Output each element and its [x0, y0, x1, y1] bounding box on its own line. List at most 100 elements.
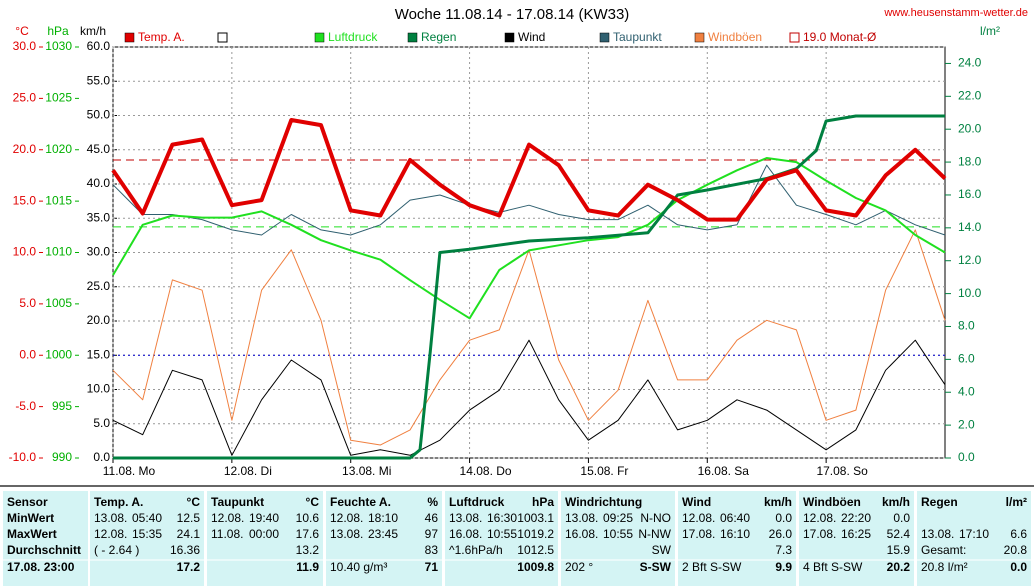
legend-label: Temp. A.	[138, 30, 185, 44]
cell-value: 1003.1	[517, 511, 554, 525]
cell-detail: 10:55	[487, 527, 517, 541]
cell-value: 7.3	[775, 543, 792, 557]
legend-swatch	[124, 32, 135, 43]
cell-detail: 4 Bft S-SW	[803, 560, 863, 574]
y-tick-label: 45.0	[87, 142, 111, 156]
y-tick-label: 1010	[45, 245, 72, 259]
cell-detail: 13.08.	[94, 511, 127, 525]
x-tick-label: 12.08. Di	[224, 464, 272, 478]
y-tick-label: 30.0	[87, 245, 111, 259]
y-tick-label: 10.0	[87, 382, 111, 396]
row-label: MinWert	[7, 511, 54, 525]
axis-unit: l/m²	[980, 24, 1000, 38]
cell-value: 24.1	[177, 527, 201, 541]
y-tick-label: -10.0	[9, 450, 37, 464]
legend-swatch	[217, 32, 228, 43]
cell-value: 20.2	[887, 560, 911, 574]
cell-value: 1012.5	[517, 543, 554, 557]
y-tick-label: 1030	[45, 39, 72, 53]
cell-detail: 17:10	[959, 527, 989, 541]
cell-value: N-NW	[638, 527, 671, 541]
y-tick-label: 40.0	[87, 176, 111, 190]
cell-value: 1009.8	[517, 560, 554, 574]
series-line	[112, 339, 946, 456]
table-column	[3, 491, 88, 586]
legend-swatch	[599, 32, 610, 43]
y-tick-label: 1015	[45, 193, 72, 207]
legend-swatch	[504, 32, 515, 43]
cell-detail: 12.08.	[682, 511, 715, 525]
y-tick-label: 55.0	[87, 73, 111, 87]
cell-detail: 17.08.	[682, 527, 715, 541]
legend-label: Regen	[421, 30, 456, 44]
y-tick-label: 22.0	[958, 88, 982, 102]
cell-detail: 00:00	[249, 527, 279, 541]
cell-detail: 16:10	[720, 527, 750, 541]
cell-value: 26.0	[769, 527, 793, 541]
table-column	[445, 491, 558, 586]
cell-value: 15.9	[887, 543, 911, 557]
y-tick-label: 20.0	[87, 313, 111, 327]
y-tick-label: 15.0	[87, 347, 111, 361]
cell-detail: 12.08.	[211, 511, 244, 525]
y-tick-label: 1020	[45, 142, 72, 156]
y-tick-label: 0.0	[19, 347, 36, 361]
cell-value: 20.8	[1004, 543, 1028, 557]
y-tick-label: 0.0	[93, 450, 110, 464]
cell-detail: 10.40 g/m³	[330, 560, 387, 574]
legend-swatch	[407, 32, 418, 43]
legend-label: Luftdruck	[328, 30, 378, 44]
y-tick-label: 20.0	[13, 142, 37, 156]
cell-value: N-NO	[640, 511, 671, 525]
column-title: Regen	[921, 495, 958, 509]
cell-value: 9.9	[775, 560, 792, 574]
column-unit: km/h	[882, 495, 910, 509]
cell-value: 46	[425, 511, 439, 525]
cell-value: 0.0	[775, 511, 792, 525]
column-unit: km/h	[764, 495, 792, 509]
cell-detail: 13.08.	[565, 511, 598, 525]
cell-value: 52.4	[887, 527, 911, 541]
cell-detail: 16:25	[841, 527, 871, 541]
series-line	[113, 114, 945, 460]
cell-detail: 15:35	[132, 527, 162, 541]
cell-detail: 09:25	[603, 511, 633, 525]
cell-value: SW	[652, 543, 672, 557]
cell-detail: 12.08.	[803, 511, 836, 525]
y-tick-label: 5.0	[19, 296, 36, 310]
cell-detail: 10:55	[603, 527, 633, 541]
y-tick-label: 1025	[45, 91, 72, 105]
cell-detail: 12.08.	[330, 511, 363, 525]
y-tick-label: 1005	[45, 296, 72, 310]
y-tick-label: 995	[52, 399, 72, 413]
x-tick-label: 13.08. Mi	[342, 464, 391, 478]
y-tick-label: 35.0	[87, 210, 111, 224]
y-tick-label: 4.0	[958, 384, 975, 398]
legend-label: Windböen	[708, 30, 762, 44]
column-title: Luftdruck	[449, 495, 505, 509]
y-tick-label: 14.0	[958, 220, 982, 234]
y-tick-label: 10.0	[13, 245, 37, 259]
y-tick-label: 8.0	[958, 319, 975, 333]
cell-detail: 20.8 l/m²	[921, 560, 968, 574]
column-title: Wind	[682, 495, 711, 509]
column-title: Sensor	[7, 495, 48, 509]
column-title: Windrichtung	[565, 495, 642, 509]
cell-detail: 18:10	[368, 511, 398, 525]
y-tick-label: 12.0	[958, 253, 982, 267]
axis-unit: km/h	[80, 24, 106, 38]
series-line	[111, 118, 947, 222]
cell-detail: Gesamt:	[921, 543, 966, 557]
y-tick-label: 50.0	[87, 108, 111, 122]
y-tick-label: 6.0	[958, 352, 975, 366]
table-column	[90, 491, 204, 586]
y-tick-label: 24.0	[958, 56, 982, 70]
y-tick-label: 1000	[45, 347, 72, 361]
cell-detail: 11.08.	[211, 527, 243, 541]
cell-detail: 13.08.	[330, 527, 363, 541]
cell-detail: 17.08.	[803, 527, 836, 541]
cell-detail: 12.08.	[94, 527, 127, 541]
x-tick-label: 17.08. So	[816, 464, 868, 478]
column-unit: °C	[187, 495, 201, 509]
axis-unit: hPa	[47, 24, 69, 38]
